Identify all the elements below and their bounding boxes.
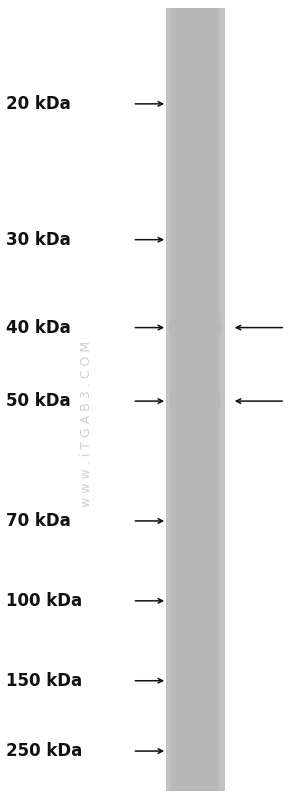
Text: 70 kDa: 70 kDa <box>6 512 71 530</box>
Text: 30 kDa: 30 kDa <box>6 231 71 248</box>
Ellipse shape <box>193 399 198 403</box>
Ellipse shape <box>168 308 222 348</box>
Text: 250 kDa: 250 kDa <box>6 742 82 760</box>
Ellipse shape <box>180 388 210 414</box>
Text: w w w . i T G A B 3 . C O M: w w w . i T G A B 3 . C O M <box>80 340 93 507</box>
Ellipse shape <box>192 325 198 329</box>
Ellipse shape <box>186 320 204 335</box>
Ellipse shape <box>190 397 200 405</box>
Ellipse shape <box>171 381 219 421</box>
Ellipse shape <box>175 384 215 418</box>
Text: 20 kDa: 20 kDa <box>6 95 71 113</box>
Ellipse shape <box>174 312 217 344</box>
Ellipse shape <box>173 311 218 344</box>
Ellipse shape <box>181 390 209 412</box>
Ellipse shape <box>187 395 203 407</box>
Text: 100 kDa: 100 kDa <box>6 592 82 610</box>
Ellipse shape <box>184 320 206 336</box>
Ellipse shape <box>170 308 220 347</box>
Bar <box>168 8 172 791</box>
Ellipse shape <box>170 380 220 422</box>
Bar <box>166 8 169 791</box>
Ellipse shape <box>191 398 199 404</box>
Ellipse shape <box>182 317 209 337</box>
Bar <box>218 8 222 791</box>
Ellipse shape <box>189 396 201 406</box>
Ellipse shape <box>183 319 207 336</box>
Ellipse shape <box>184 392 206 411</box>
Ellipse shape <box>173 383 218 419</box>
Ellipse shape <box>178 315 213 340</box>
Bar <box>166 8 225 791</box>
Ellipse shape <box>186 394 204 408</box>
Text: 40 kDa: 40 kDa <box>6 319 71 336</box>
Ellipse shape <box>191 324 199 331</box>
Ellipse shape <box>177 313 214 342</box>
Text: 150 kDa: 150 kDa <box>6 672 82 690</box>
Ellipse shape <box>183 391 208 411</box>
Ellipse shape <box>181 316 210 339</box>
Ellipse shape <box>185 393 205 409</box>
Ellipse shape <box>194 327 196 328</box>
Ellipse shape <box>174 384 217 419</box>
Ellipse shape <box>175 312 215 343</box>
Ellipse shape <box>179 316 211 340</box>
Ellipse shape <box>176 386 214 417</box>
Ellipse shape <box>177 387 213 415</box>
Ellipse shape <box>194 400 196 402</box>
Bar <box>221 8 225 791</box>
Ellipse shape <box>171 309 219 345</box>
Text: 50 kDa: 50 kDa <box>6 392 70 410</box>
Ellipse shape <box>188 323 202 332</box>
Ellipse shape <box>187 321 203 334</box>
Ellipse shape <box>179 388 211 415</box>
Ellipse shape <box>190 324 200 332</box>
